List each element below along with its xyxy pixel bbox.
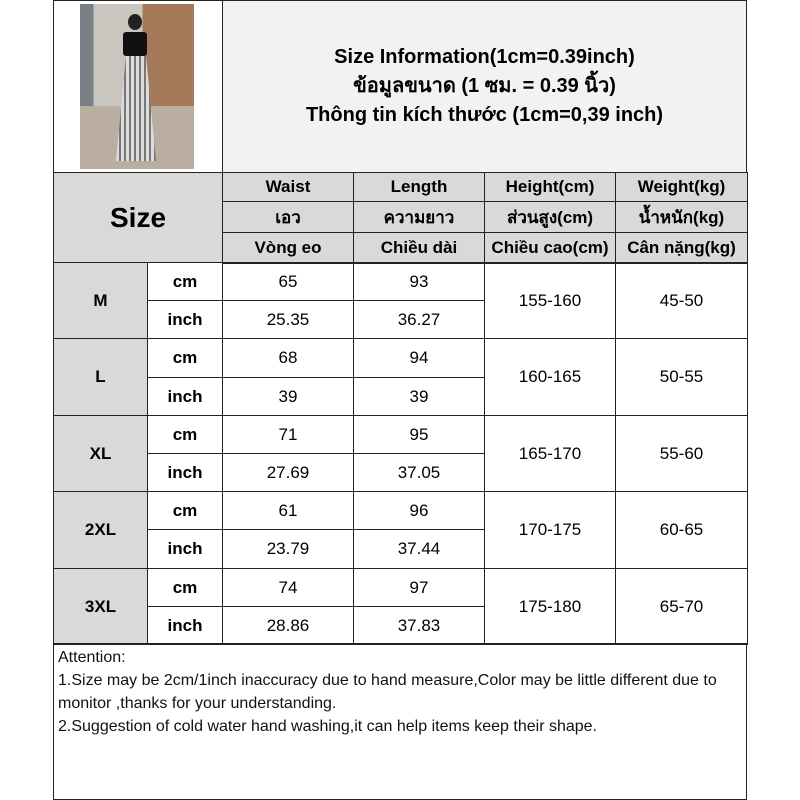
height-range: 160-165 (484, 338, 616, 416)
inch-value: 37.83 (353, 606, 485, 645)
cm-value: 94 (353, 338, 485, 378)
size-label: M (53, 262, 148, 339)
weight-range: 65-70 (615, 568, 748, 645)
title-vi: Thông tin kích thước (1cm=0,39 inch) (305, 104, 664, 126)
column-header: Weight(kg) (615, 172, 748, 202)
attention-heading: Attention: (58, 649, 126, 666)
height-range: 155-160 (484, 262, 616, 339)
inch-value: 37.44 (353, 529, 485, 569)
column-header: Cân nặng(kg) (615, 232, 748, 264)
cm-value: 68 (222, 338, 354, 378)
cm-value: 97 (353, 568, 485, 607)
unit-label: cm (147, 262, 223, 301)
cm-value: 71 (222, 415, 354, 454)
unit-label: inch (147, 453, 223, 492)
unit-label: inch (147, 377, 223, 416)
inch-value: 39 (353, 377, 485, 416)
title-th: ข้อมูลขนาด (1 ซม. = 0.39 นิ้ว) (353, 75, 616, 97)
unit-label: cm (147, 415, 223, 454)
cm-value: 95 (353, 415, 485, 454)
weight-range: 60-65 (615, 491, 748, 569)
title-cell: Size Information(1cm=0.39inch) ข้อมูลขนา… (222, 0, 747, 173)
column-header: Vòng eo (222, 232, 354, 264)
size-label: XL (53, 415, 148, 492)
column-header: น้ำหนัก(kg) (615, 201, 748, 233)
title-en: Size Information(1cm=0.39inch) (334, 46, 635, 68)
cm-value: 65 (222, 262, 354, 301)
cm-value: 93 (353, 262, 485, 301)
weight-range: 55-60 (615, 415, 748, 492)
attention-note-2: 2.Suggestion of cold water hand washing,… (58, 718, 597, 735)
unit-label: cm (147, 491, 223, 530)
inch-value: 27.69 (222, 453, 354, 492)
size-label: 3XL (53, 568, 148, 645)
cm-value: 74 (222, 568, 354, 607)
cm-value: 96 (353, 491, 485, 530)
unit-label: inch (147, 300, 223, 339)
column-header: ความยาว (353, 201, 485, 233)
column-header: Waist (222, 172, 354, 202)
unit-label: cm (147, 338, 223, 378)
attention-box: Attention: 1.Size may be 2cm/1inch inacc… (53, 643, 747, 800)
unit-label: inch (147, 529, 223, 569)
weight-range: 50-55 (615, 338, 748, 416)
product-photo (80, 4, 194, 169)
inch-value: 25.35 (222, 300, 354, 339)
size-label: 2XL (53, 491, 148, 569)
column-header: Chiều dài (353, 232, 485, 264)
inch-value: 28.86 (222, 606, 354, 645)
attention-note-1: 1.Size may be 2cm/1inch inaccuracy due t… (58, 672, 717, 712)
inch-value: 36.27 (353, 300, 485, 339)
height-range: 170-175 (484, 491, 616, 569)
column-header: Height(cm) (484, 172, 616, 202)
height-range: 165-170 (484, 415, 616, 492)
unit-label: inch (147, 606, 223, 645)
column-header: Chiều cao(cm) (484, 232, 616, 264)
inch-value: 37.05 (353, 453, 485, 492)
size-header: Size (53, 172, 223, 263)
unit-label: cm (147, 568, 223, 607)
weight-range: 45-50 (615, 262, 748, 339)
height-range: 175-180 (484, 568, 616, 645)
column-header: ส่วนสูง(cm) (484, 201, 616, 233)
column-header: เอว (222, 201, 354, 233)
inch-value: 39 (222, 377, 354, 416)
column-header: Length (353, 172, 485, 202)
size-label: L (53, 338, 148, 416)
inch-value: 23.79 (222, 529, 354, 569)
cm-value: 61 (222, 491, 354, 530)
